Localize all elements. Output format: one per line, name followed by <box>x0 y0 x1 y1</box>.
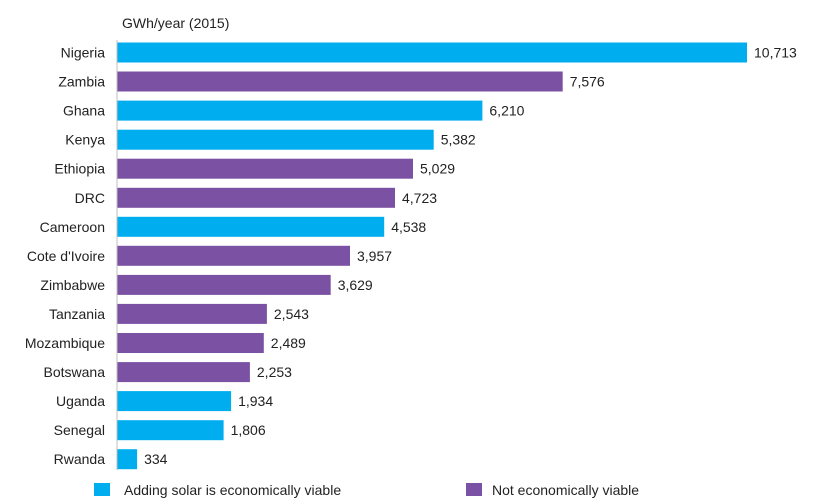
legend: Adding solar is economically viable Not e… <box>94 482 639 498</box>
category-label: Uganda <box>56 393 105 409</box>
category-label: Nigeria <box>61 45 106 61</box>
bar-mozambique <box>117 333 264 353</box>
legend-label-not-viable: Not economically viable <box>492 482 639 498</box>
value-label: 6,210 <box>489 103 524 119</box>
category-label: Cote d'Ivoire <box>27 248 105 264</box>
bar-rwanda <box>117 449 138 470</box>
category-label: Mozambique <box>25 335 105 351</box>
value-label: 2,543 <box>274 306 309 322</box>
value-label: 5,029 <box>420 161 455 177</box>
value-label: 1,806 <box>231 422 266 438</box>
category-label: Ethiopia <box>54 161 105 177</box>
bar-drc <box>117 187 395 208</box>
bar-zambia <box>117 71 563 92</box>
bar-senegal <box>117 420 224 441</box>
value-label: 4,723 <box>402 190 437 206</box>
value-labels-group: 10,713 7,576 6,210 5,382 5,029 4,723 4,538 3,95… <box>144 45 797 468</box>
value-label: 7,576 <box>570 74 605 90</box>
value-label: 2,253 <box>257 364 292 380</box>
bar-cameroon <box>117 216 385 237</box>
bar-kenya <box>117 129 434 150</box>
value-label: 2,489 <box>271 335 306 351</box>
legend-swatch-not-viable <box>466 483 482 496</box>
bar-zimbabwe <box>117 274 331 295</box>
bar-ethiopia <box>117 158 413 179</box>
value-label: 334 <box>144 451 168 467</box>
category-label: Senegal <box>54 422 105 438</box>
value-label: 5,382 <box>441 132 476 148</box>
category-labels-group: Nigeria Zambia Ghana Kenya Ethiopia DRC Camero… <box>25 45 105 468</box>
category-label: Tanzania <box>49 306 105 322</box>
value-label: 4,538 <box>391 219 426 235</box>
category-label: Cameroon <box>40 219 105 235</box>
value-label: 3,957 <box>357 248 392 264</box>
bar-ghana <box>117 100 483 121</box>
category-label: DRC <box>75 190 105 206</box>
category-label: Kenya <box>65 132 105 148</box>
bars-group <box>117 42 747 470</box>
unit-label: GWh/year (2015) <box>122 15 229 31</box>
category-label: Ghana <box>63 103 105 119</box>
bar-uganda <box>117 391 232 412</box>
category-label: Zambia <box>58 74 105 90</box>
legend-swatch-viable <box>94 483 110 496</box>
bar-tanzania <box>117 303 267 324</box>
bar-botswana <box>117 362 250 383</box>
category-label: Rwanda <box>54 451 106 467</box>
bar-nigeria <box>117 42 747 63</box>
bar-cote-d-ivoire <box>117 245 350 266</box>
category-label: Zimbabwe <box>40 277 105 293</box>
legend-label-viable: Adding solar is economically viable <box>124 482 341 498</box>
value-label: 10,713 <box>754 45 797 61</box>
category-label: Botswana <box>44 364 106 380</box>
value-label: 3,629 <box>338 277 373 293</box>
value-label: 1,934 <box>238 393 273 409</box>
